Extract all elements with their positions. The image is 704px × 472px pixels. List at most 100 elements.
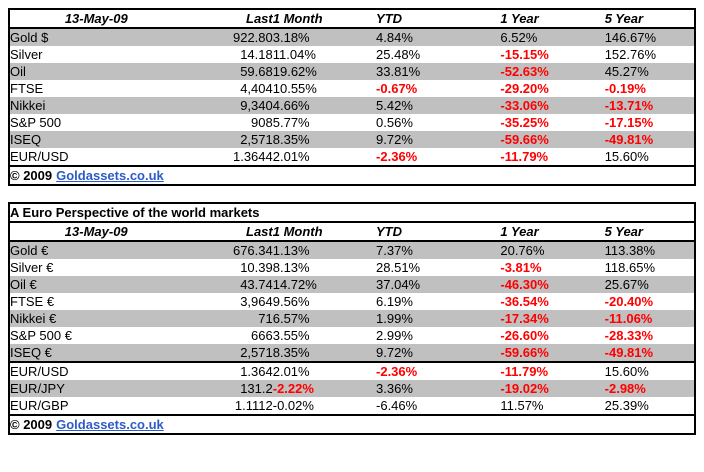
row-label: Gold € bbox=[10, 243, 49, 258]
last-value: 10.39 bbox=[240, 260, 273, 275]
row-label: Silver bbox=[10, 47, 43, 62]
header-row: 13-May-09 Last 1 Month YTD 1 Year 5 Year bbox=[9, 9, 695, 29]
pct-value: -2.98% bbox=[604, 381, 646, 396]
table-row: FTSE € 3,964 9.56% 6.19% -36.54% -20.40% bbox=[9, 293, 695, 310]
pct-value: 8.13% bbox=[272, 260, 310, 275]
pct-value: -33.06% bbox=[500, 98, 549, 113]
last-value: 666 bbox=[251, 328, 273, 343]
pct-value: -6.46% bbox=[376, 398, 418, 413]
row-label: Oil bbox=[10, 64, 26, 79]
row-label: Oil € bbox=[10, 277, 37, 292]
pct-value: -59.66% bbox=[500, 132, 549, 147]
table-row: FTSE 4,404 10.55% -0.67% -29.20% -0.19% bbox=[9, 80, 695, 97]
goldassets-link[interactable]: Goldassets.co.uk bbox=[56, 417, 164, 432]
row-label: S&P 500 bbox=[10, 115, 62, 130]
pct-value: 33.81% bbox=[376, 64, 421, 79]
row-label: FTSE bbox=[10, 81, 44, 96]
pct-value: -20.40% bbox=[604, 294, 654, 309]
pct-value: 20.76% bbox=[500, 243, 545, 258]
pct-value: 3.18% bbox=[272, 30, 310, 45]
copyright-row: © 2009 Goldassets.co.uk bbox=[9, 414, 695, 434]
pct-value: 25.39% bbox=[604, 398, 649, 413]
table-row: Oil € 43.74 14.72% 37.04% -46.30% 25.67% bbox=[9, 276, 695, 293]
pct-value: 19.62% bbox=[272, 64, 317, 79]
row-label: EUR/USD bbox=[10, 149, 69, 164]
table-row: Oil 59.68 19.62% 33.81% -52.63% 45.27% bbox=[9, 63, 695, 80]
pct-value: 146.67% bbox=[604, 30, 657, 45]
pct-value: 9.56% bbox=[272, 294, 310, 309]
pct-value: -3.81% bbox=[500, 260, 542, 275]
table-row: EUR/GBP 1.1112 -0.02% -6.46% 11.57% 25.39% bbox=[9, 397, 695, 415]
last-value: 922.80 bbox=[232, 30, 273, 45]
pct-value: 5.42% bbox=[376, 98, 413, 113]
pct-value: -2.36% bbox=[376, 149, 418, 164]
table-row: Nikkei € 71 6.57% 1.99% -17.34% -11.06% bbox=[9, 310, 695, 327]
row-label: EUR/USD bbox=[9, 361, 183, 380]
last-value: 131.2 bbox=[240, 381, 273, 396]
pct-value: 11.04% bbox=[272, 47, 316, 62]
pct-value: 3.36% bbox=[376, 381, 413, 396]
column-header-1month: 1 Month bbox=[272, 222, 377, 242]
last-value: 14.18 bbox=[240, 47, 273, 62]
pct-value: 15.60% bbox=[604, 149, 649, 164]
header-row: 13-May-09 Last 1 Month YTD 1 Year 5 Year bbox=[9, 222, 695, 242]
table-row: Nikkei 9,340 4.66% 5.42% -33.06% -13.71% bbox=[9, 97, 695, 114]
pct-value: 7.37% bbox=[376, 243, 413, 258]
pct-value: -17.15% bbox=[604, 115, 654, 130]
pct-value: -35.25% bbox=[500, 115, 549, 130]
pct-value: 1.99% bbox=[376, 311, 413, 326]
table-row: Silver 14.18 11.04% 25.48% -15.15% 152.76% bbox=[9, 46, 695, 63]
column-header-5year: 5 Year bbox=[604, 222, 695, 242]
pct-value: -2.36% bbox=[376, 361, 501, 380]
pct-value: 1.13% bbox=[272, 243, 310, 258]
last-value: 71 bbox=[258, 311, 273, 326]
euro-table-title-row: A Euro Perspective of the world markets bbox=[9, 203, 695, 223]
pct-value: -28.33% bbox=[604, 328, 654, 343]
column-header-1month: 1 Month bbox=[272, 9, 377, 29]
pct-value: 2.99% bbox=[376, 328, 413, 343]
pct-value: -13.71% bbox=[604, 98, 654, 113]
pct-value: 6.19% bbox=[376, 294, 413, 309]
table-row: Silver € 10.39 8.13% 28.51% -3.81% 118.65% bbox=[9, 259, 695, 276]
column-header-ytd: YTD bbox=[376, 222, 501, 242]
row-label: Nikkei € bbox=[10, 311, 57, 326]
pct-value: 152.76% bbox=[604, 47, 657, 62]
pct-value: -0.19% bbox=[604, 81, 646, 96]
column-header-1year: 1 Year bbox=[500, 222, 605, 242]
last-value: 1.1112 bbox=[234, 398, 273, 413]
last-value: 908 bbox=[251, 115, 273, 130]
pct-value: 6.57% bbox=[272, 311, 310, 326]
pct-value: 2.01% bbox=[272, 361, 377, 380]
pct-value: 8.35% bbox=[272, 345, 310, 360]
row-label: EUR/GBP bbox=[10, 398, 69, 413]
row-label: ISEQ bbox=[10, 132, 42, 147]
usd-table-header: 13-May-09 Last 1 Month YTD 1 Year 5 Year bbox=[9, 9, 695, 29]
row-label: FTSE € bbox=[10, 294, 55, 309]
euro-markets-table: A Euro Perspective of the world markets … bbox=[8, 202, 696, 435]
pct-value: -36.54% bbox=[500, 294, 549, 309]
pct-value: -17.34% bbox=[500, 311, 549, 326]
row-label: Gold $ bbox=[10, 30, 49, 45]
copyright-row: © 2009 Goldassets.co.uk bbox=[9, 165, 695, 185]
row-label: S&P 500 € bbox=[10, 328, 72, 343]
row-label: Nikkei bbox=[10, 98, 46, 113]
pct-value: 15.60% bbox=[604, 361, 695, 380]
pct-value: -0.02% bbox=[272, 398, 314, 413]
row-label: EUR/JPY bbox=[10, 381, 65, 396]
last-value: 1.364 bbox=[182, 361, 273, 380]
last-value: 43.74 bbox=[240, 277, 273, 292]
pct-value: 5.77% bbox=[272, 115, 310, 130]
pct-value: -0.67% bbox=[376, 81, 418, 96]
pct-value: -26.60% bbox=[500, 328, 549, 343]
last-value: 59.68 bbox=[240, 64, 273, 79]
row-label: ISEQ € bbox=[10, 345, 52, 360]
row-label: Silver € bbox=[10, 260, 54, 275]
goldassets-link[interactable]: Goldassets.co.uk bbox=[56, 168, 164, 183]
pct-value: 10.55% bbox=[272, 81, 317, 96]
pct-value: 8.35% bbox=[272, 132, 310, 147]
pct-value: 9.72% bbox=[376, 345, 413, 360]
column-header-1year: 1 Year bbox=[500, 9, 605, 29]
pct-value: -11.06% bbox=[604, 311, 653, 326]
pct-value: 25.67% bbox=[604, 277, 649, 292]
pct-value: 9.72% bbox=[376, 132, 413, 147]
